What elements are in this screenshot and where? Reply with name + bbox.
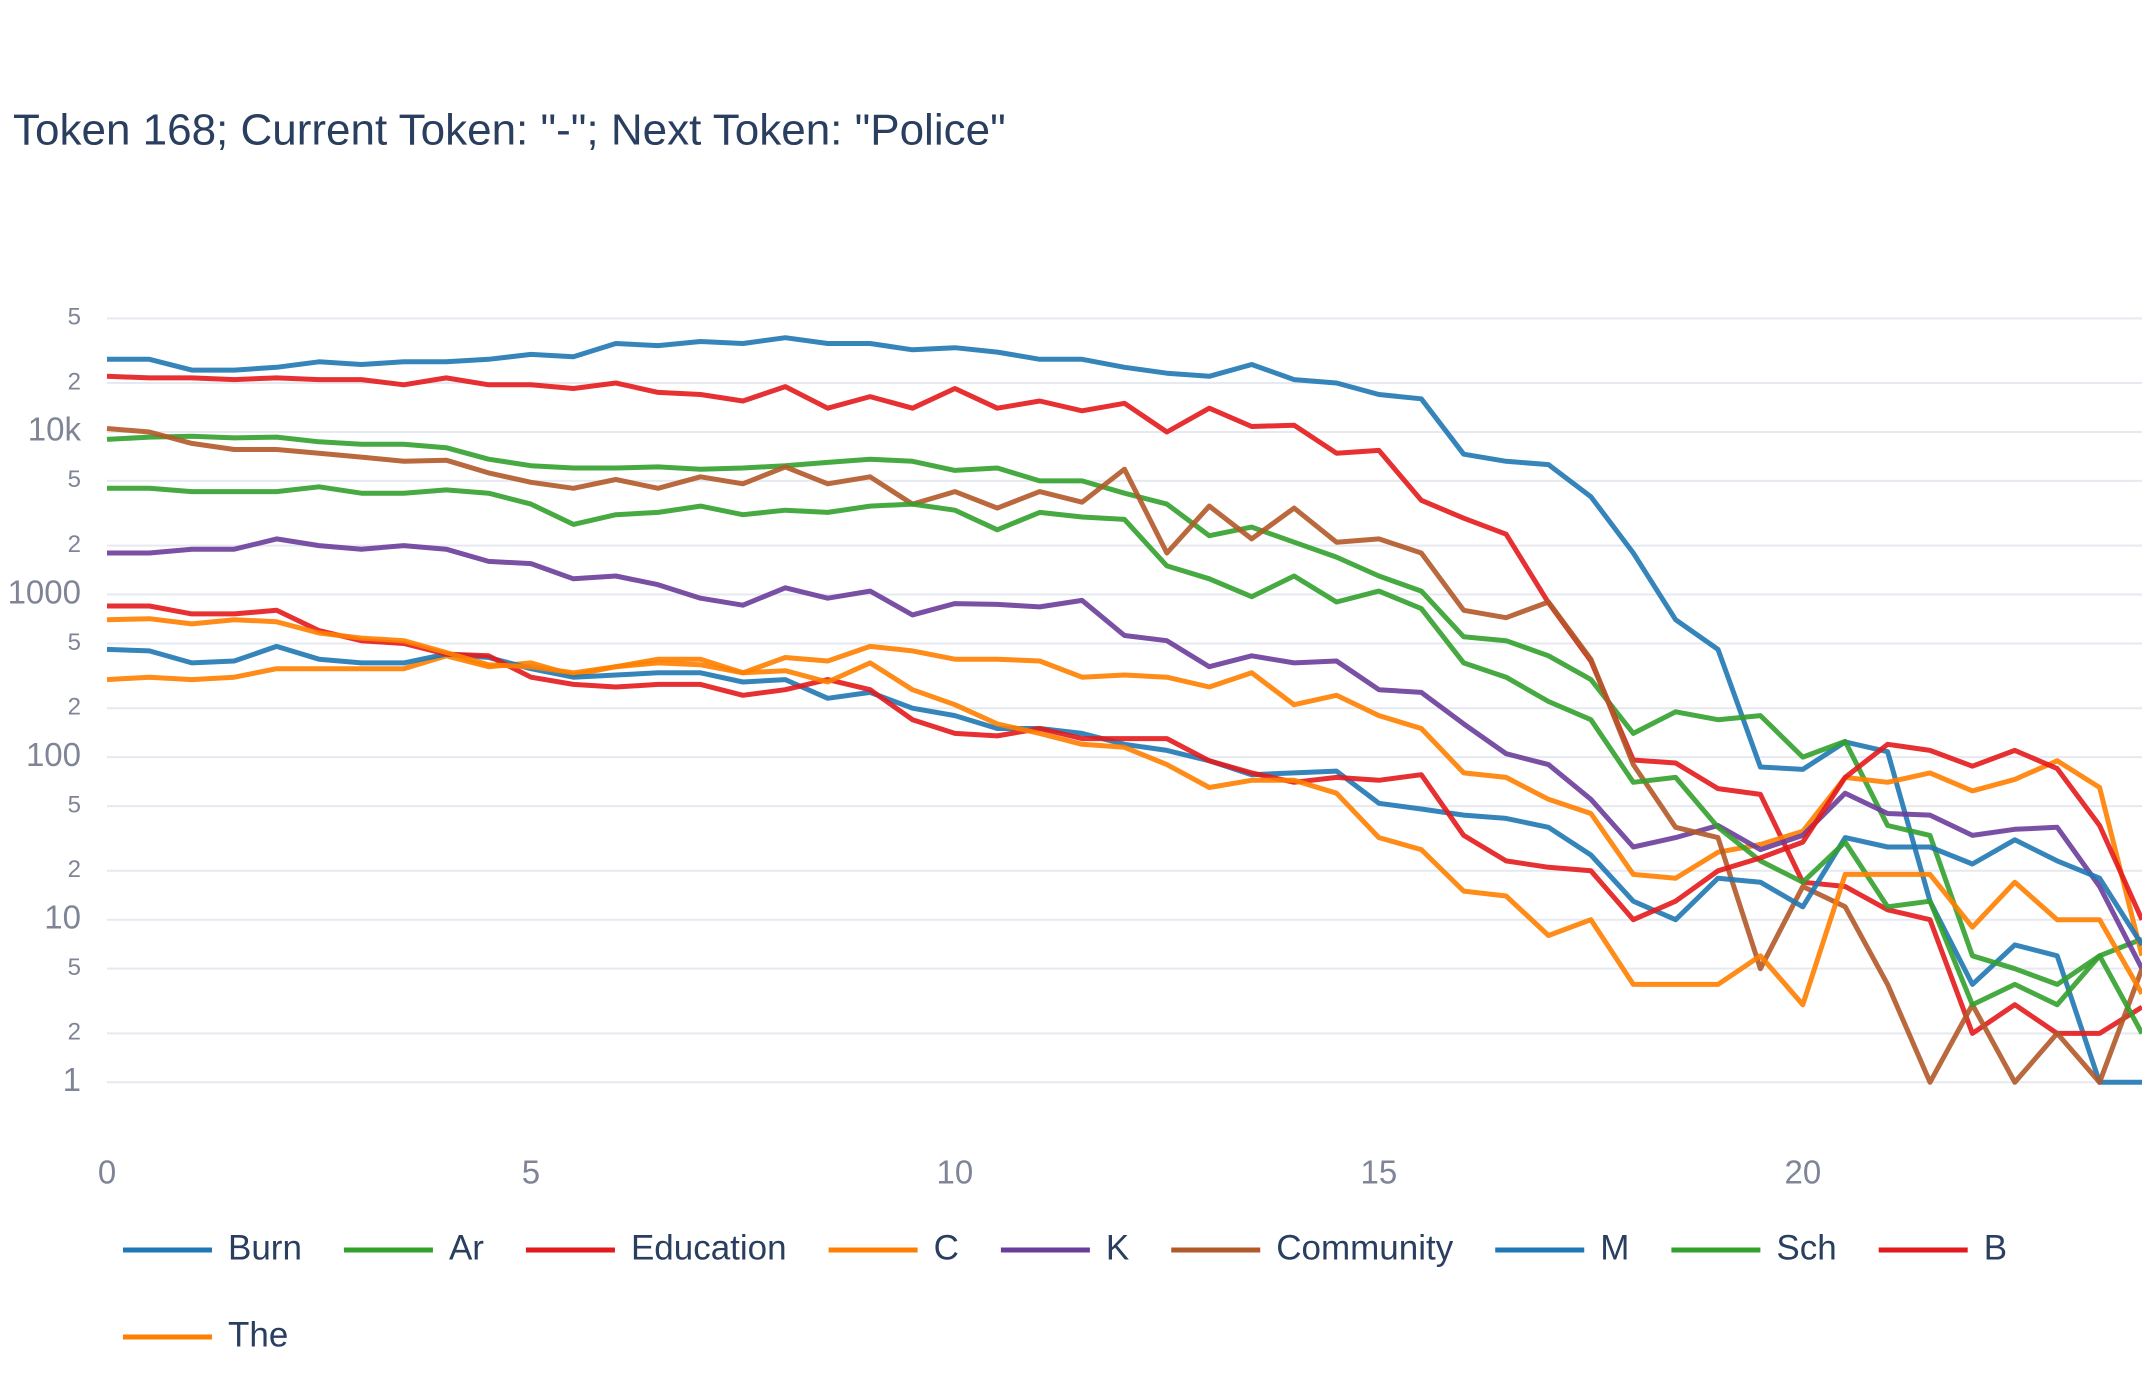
series-line [106,433,2142,987]
legend-item: Sch [1671,1228,1837,1267]
series-line [107,484,2142,1035]
legend-label: M [1600,1228,1629,1267]
y-tick-label: 1 [63,1061,81,1098]
series-line [107,335,2142,1085]
legend-label: K [1106,1228,1129,1267]
y-tick-label: 5 [68,629,81,656]
y-tick-label: 5 [68,954,81,981]
legend-label: Sch [1776,1228,1836,1267]
y-tick-label: 2 [68,694,81,721]
y-tick-label: 5 [68,791,81,818]
y-tick-label: 10k [28,411,82,448]
plot-lines [106,335,2142,1085]
y-tick-label: 5 [68,466,81,493]
legend-item: Community [1171,1228,1454,1267]
legend-item: M [1495,1228,1629,1267]
x-tick-label: 0 [98,1154,116,1191]
y-tick-label: 2 [68,531,81,558]
legend-item: Burn [123,1228,302,1267]
legend-label: Ar [449,1228,484,1267]
y-tick-label: 2 [68,368,81,395]
x-tick-label: 20 [1784,1154,1821,1191]
grid: 1 2 5 10 2 5 100 2 5 1000 2 5 10k 2 5 0 5 10 15 20 [8,304,2142,1191]
chart-title: Token 168; Current Token: "-"; Next Toke… [13,106,1006,155]
series-line [106,426,2142,1085]
x-tick-label: 10 [937,1154,974,1191]
legend-label: Education [631,1228,787,1267]
legend-label: B [1984,1228,2007,1267]
legend-item: C [828,1228,959,1267]
y-tick-label: 1000 [8,573,81,610]
x-tick-label: 15 [1361,1154,1398,1191]
x-tick-label: 5 [522,1154,540,1191]
legend-item: Education [525,1228,787,1267]
legend-label: Burn [228,1228,302,1267]
series-line [106,373,2142,1036]
legend-label: Community [1276,1228,1453,1267]
y-tick-label: 5 [68,304,81,331]
series-line [107,603,2142,923]
legend-item: K [1000,1228,1129,1267]
legend: Burn Ar Education C K Community M Sch B The [123,1228,2007,1354]
series-line [107,536,2142,970]
series-line [106,616,2142,1008]
y-tick-label: 10 [44,898,81,935]
y-tick-label: 100 [26,736,81,773]
legend-item: The [123,1315,288,1354]
legend-label: C [934,1228,959,1267]
legend-item: B [1878,1228,2007,1267]
y-tick-label: 2 [68,856,81,883]
y-tick-label: 2 [68,1019,81,1046]
legend-label: The [228,1315,288,1354]
legend-item: Ar [343,1228,484,1267]
